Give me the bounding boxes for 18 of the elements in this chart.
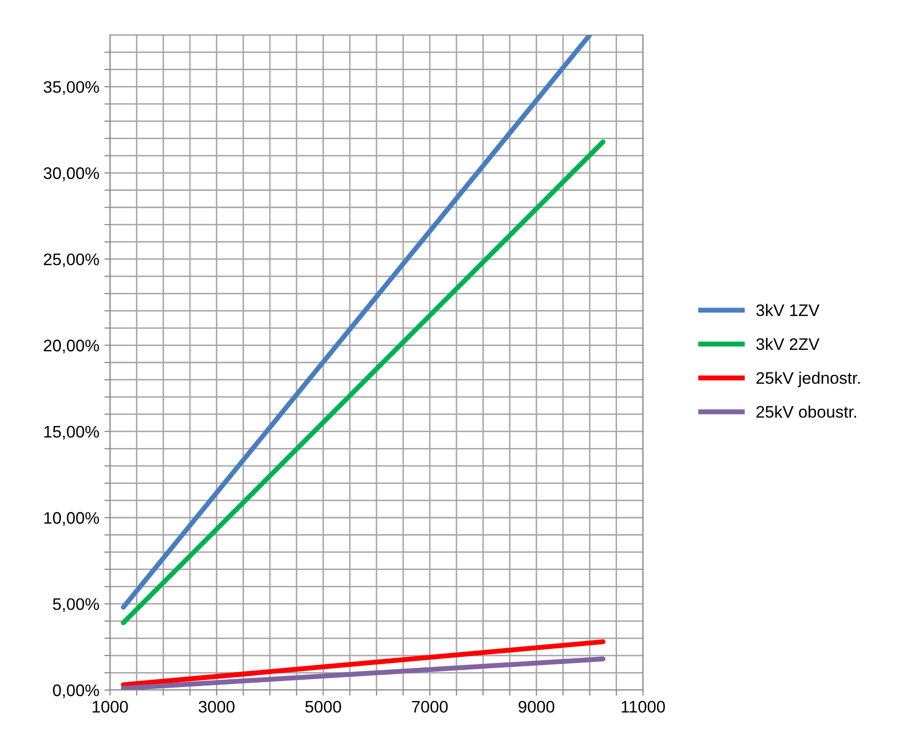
x-tick-label: 3000 [198,700,234,713]
y-tick-label: 25,00% [44,253,99,268]
y-tick-label: 5,00% [52,598,99,612]
y-tick-label: 35,00% [44,81,99,95]
y-tick-label: 15,00% [44,426,99,440]
legend-label: 3kV 1ZV [756,304,820,316]
y-tick-label: 10,00% [44,512,99,526]
legend-label: 3kV 2ZV [756,338,820,350]
x-tick-label: 9000 [518,700,554,713]
legend-label: 25kV oboustr. [756,406,856,418]
x-tick-label: 5000 [305,700,342,713]
y-tick-label: 30,00% [44,167,99,182]
y-tick-label: 20,00% [44,340,99,354]
y-tick-label: 0,00% [52,684,99,698]
x-tick-label: 1000 [92,700,128,713]
legend-label: 25kV jednostr. [756,372,860,388]
x-tick-label: 11000 [622,700,665,713]
x-tick-label: 7000 [412,700,448,713]
